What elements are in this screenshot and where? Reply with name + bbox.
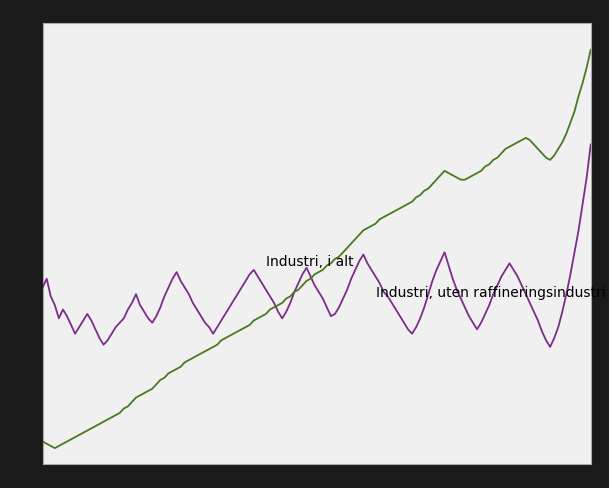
Text: Industri, uten raffineringsindustri: Industri, uten raffineringsindustri [376,285,605,300]
Text: Industri, i alt: Industri, i alt [266,254,354,268]
